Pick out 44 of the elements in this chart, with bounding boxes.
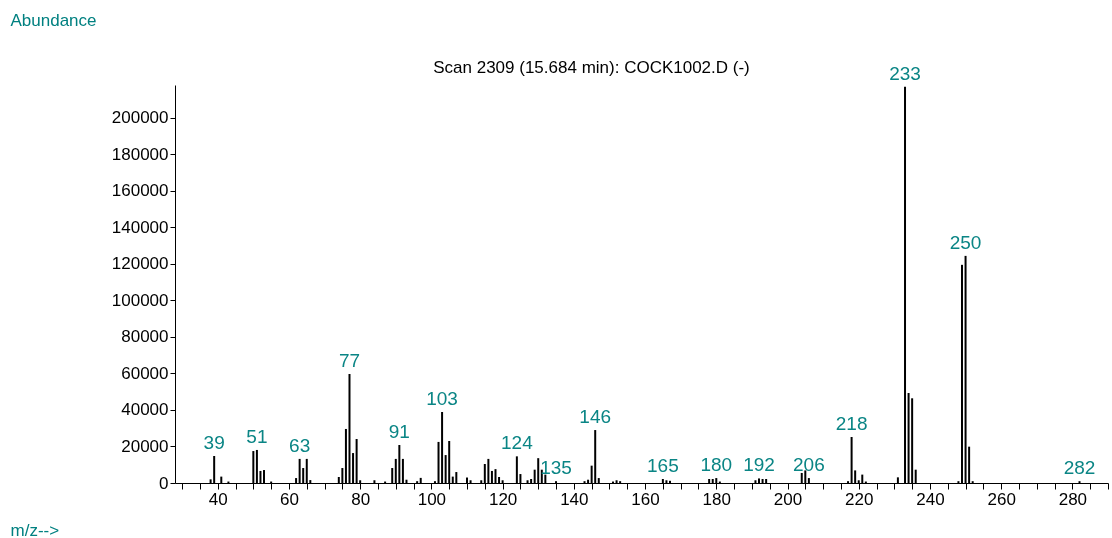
annotation: 103	[426, 387, 458, 409]
annotation: 77	[338, 350, 361, 372]
x-tick-label: 140	[560, 489, 589, 509]
annotation: 91	[388, 421, 410, 443]
annotation: 165	[647, 454, 679, 476]
x-tick-label: 180	[702, 489, 731, 509]
annotation: 51	[246, 425, 268, 447]
x-tick-label: 60	[279, 489, 299, 509]
annotation: 135	[540, 457, 572, 479]
y-tick-label: 40000	[121, 400, 169, 420]
x-tick-label: 120	[488, 489, 518, 509]
x-tick-label: 80	[351, 489, 371, 509]
x-tick-label: 40	[208, 489, 228, 509]
chart-title: Scan 2309 (15.684 min): COCK1002.D (-)	[433, 58, 750, 77]
x-tick-label: 280	[1058, 489, 1088, 509]
y-tick-label: 120000	[111, 254, 169, 274]
y-tick-label: 180000	[111, 144, 169, 164]
annotation: 63	[289, 434, 311, 456]
annotation: 39	[203, 431, 225, 453]
y-tick-label: 80000	[121, 327, 169, 347]
annotation: 192	[743, 454, 775, 476]
y-tick-label: 20000	[121, 436, 169, 456]
x-tick-label: 260	[987, 489, 1016, 509]
x-tick-label: 220	[845, 489, 874, 509]
annotation: 233	[889, 62, 921, 84]
y-tick-label: 140000	[111, 217, 169, 237]
x-tick-label: 100	[417, 489, 447, 509]
annotation: 180	[700, 454, 733, 476]
y-axis-title: Abundance	[10, 10, 97, 30]
y-tick-label: 100000	[111, 290, 169, 310]
annotation: 124	[501, 432, 534, 454]
y-tick-label: 200000	[111, 108, 169, 128]
x-tick-label: 200	[773, 489, 803, 509]
y-tick-label: 160000	[111, 181, 169, 201]
annotation: 282	[1063, 457, 1096, 479]
x-tick-label: 240	[916, 489, 945, 509]
annotation: 218	[835, 412, 868, 434]
x-tick-label: 160	[631, 489, 660, 509]
y-tick-label: 60000	[121, 363, 169, 383]
annotation: 250	[949, 231, 982, 253]
annotation: 146	[579, 406, 612, 428]
x-axis-title: m/z-->	[10, 520, 60, 538]
annotation: 206	[793, 454, 825, 476]
y-tick-label: 0	[159, 473, 169, 493]
